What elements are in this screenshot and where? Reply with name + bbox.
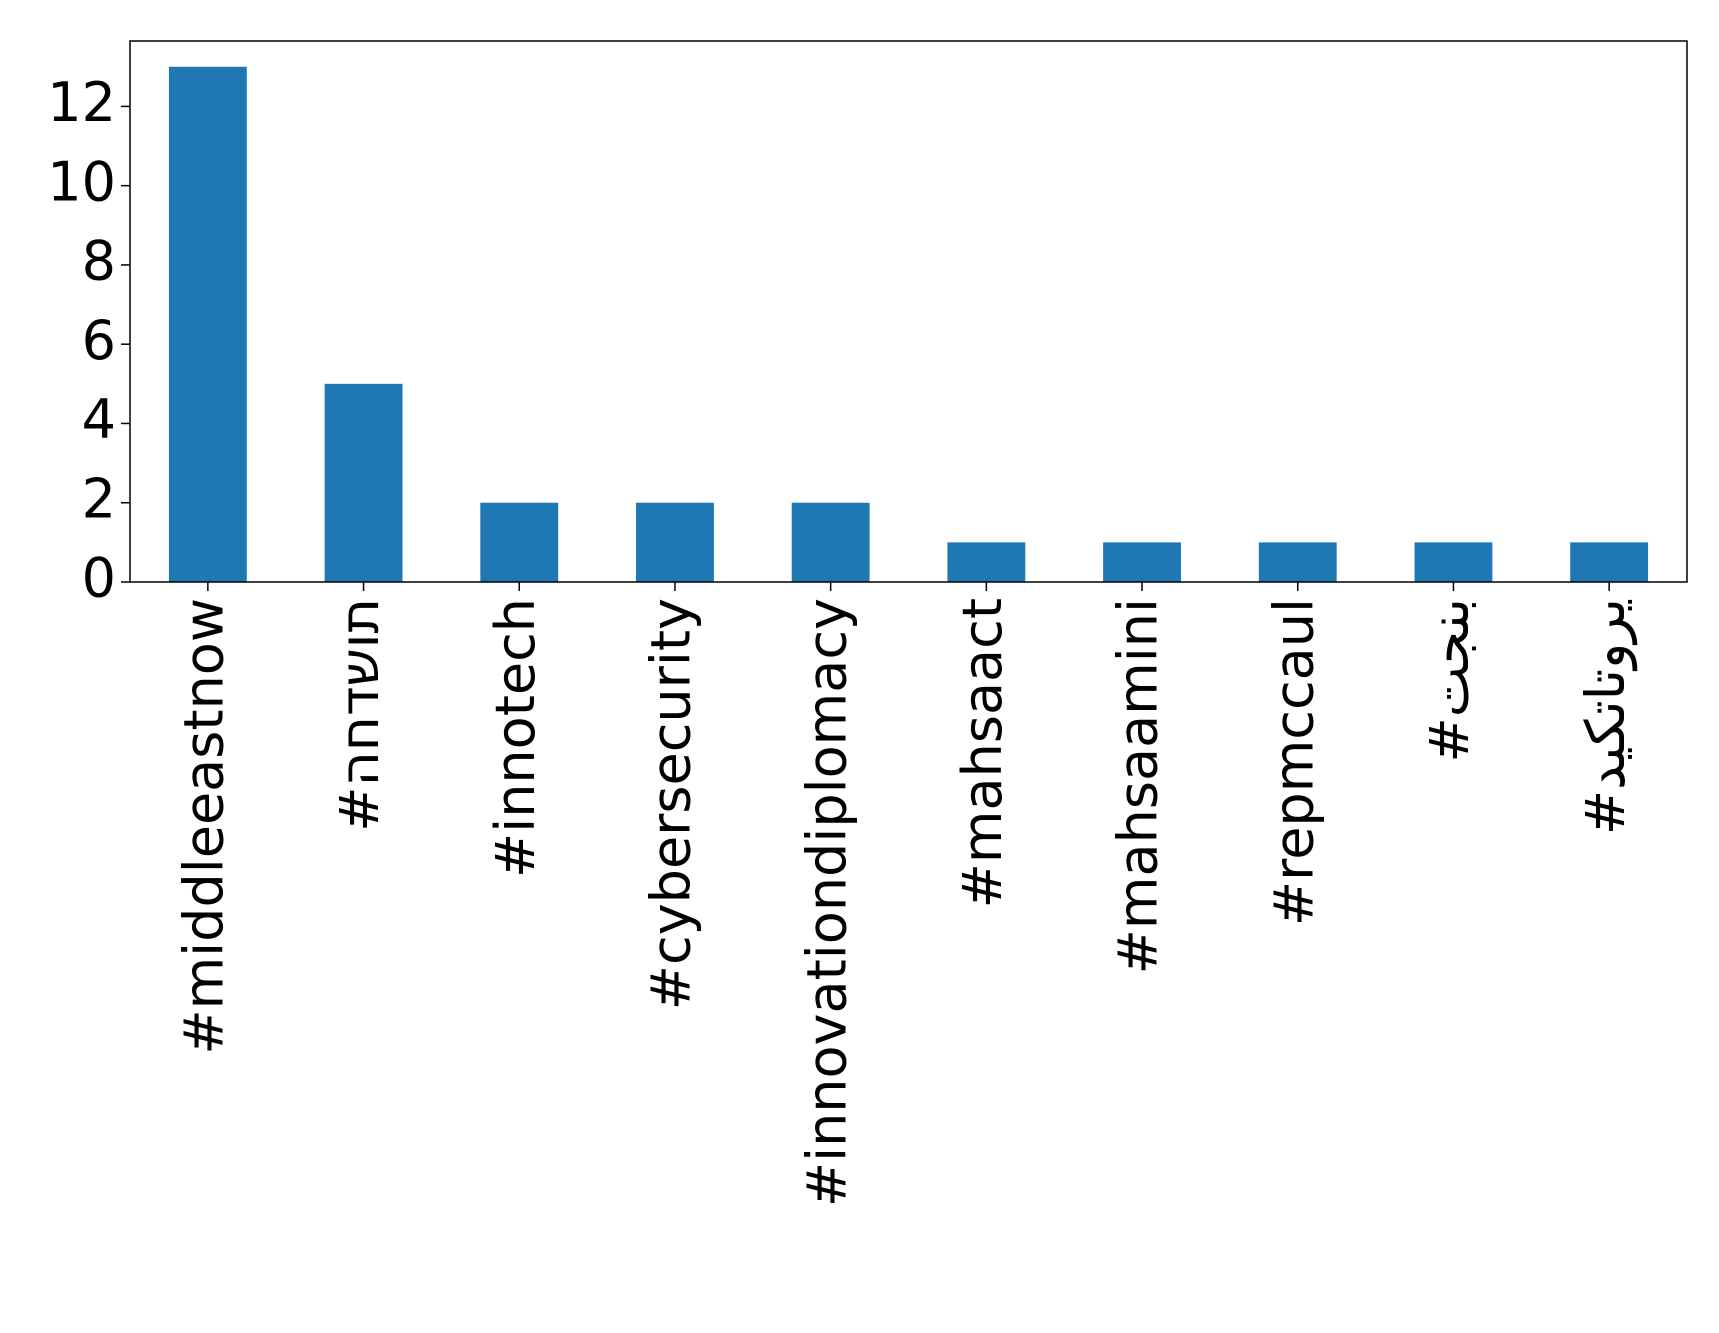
y-tick-label: 0 [82, 547, 116, 610]
x-tick-label: #دیکتاتوری [1574, 598, 1637, 835]
bar [324, 383, 403, 582]
x-tick-label: #innovationdiplomacy [795, 598, 858, 1207]
bar [791, 502, 870, 582]
y-tick-label: 8 [82, 230, 116, 293]
y-tick-label: 4 [82, 388, 116, 451]
x-tick-label: #החדשות [328, 598, 391, 832]
x-tick-label: #تجنب [1418, 598, 1481, 762]
bar [1258, 542, 1337, 582]
plot-frame [129, 40, 1688, 583]
y-tick-label: 6 [82, 309, 116, 372]
bar [947, 542, 1026, 582]
x-tick-label: #cybersecurity [640, 598, 703, 1010]
bar [1570, 542, 1649, 582]
x-tick-label: #middleeastnow [172, 598, 235, 1055]
y-tick-label: 10 [47, 150, 116, 213]
x-tick-label: #innotech [484, 598, 547, 878]
bar [1414, 542, 1493, 582]
bar [636, 502, 714, 582]
x-tick-label: #repmccaul [1262, 598, 1325, 926]
y-tick-label: 12 [47, 71, 116, 134]
x-tick-label: #mahsaamini [1107, 598, 1170, 974]
bar [480, 502, 559, 582]
y-tick-label: 2 [82, 467, 116, 530]
bar [168, 66, 247, 582]
bar [1103, 542, 1181, 582]
x-tick-label: #mahsaact [951, 598, 1014, 908]
